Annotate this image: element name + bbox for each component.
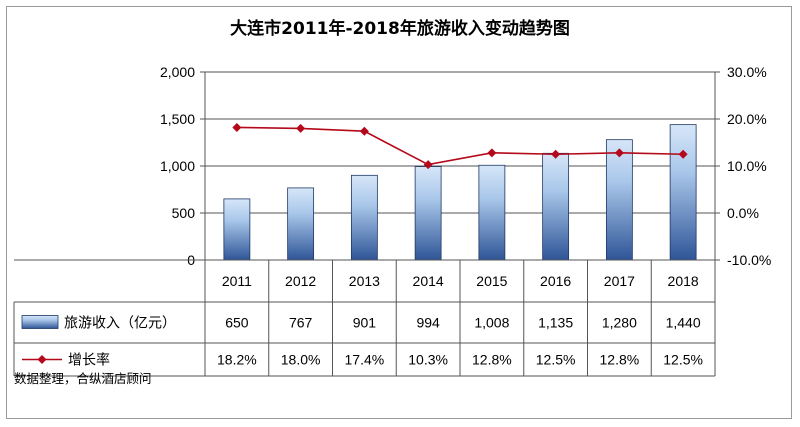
growth-point-2011 [232,122,242,132]
growth-value-2014: 10.3% [408,352,448,368]
gridlines [205,71,715,261]
category-label-2016: 2016 [540,273,571,289]
line-series [232,122,688,170]
revenue-value-2016: 1,135 [538,315,573,331]
revenue-value-2017: 1,280 [602,315,637,331]
growth-value-2017: 12.8% [600,352,640,368]
left-tick-label-2: 1,000 [160,158,195,174]
growth-value-2012: 18.0% [281,352,321,368]
bar-2017 [605,139,633,261]
bar-2014 [414,166,442,261]
revenue-value-2012: 767 [289,315,313,331]
revenue-value-2014: 994 [416,315,440,331]
bar-2018 [669,124,697,261]
left-tick-label-3: 1,500 [160,111,195,127]
growth-value-2018: 12.5% [663,352,703,368]
growth-point-2014 [423,160,433,170]
left-tick-label-4: 2,000 [160,64,195,80]
category-label-2013: 2013 [349,273,380,289]
bar-2016 [542,152,570,261]
growth-point-2012 [296,123,306,133]
bar-2013 [350,174,378,261]
growth-value-2011: 18.2% [217,352,257,368]
legend-key-growth-marker [37,355,47,364]
left-tick-label-1: 500 [172,205,196,221]
right-tick-label-1: 0.0% [727,205,759,221]
category-label-2014: 2014 [413,273,444,289]
revenue-value-2018: 1,440 [666,315,701,331]
category-label-2018: 2018 [668,273,699,289]
legend-label-revenue: 旅游收入（亿元） [64,316,176,332]
growth-value-2016: 12.5% [536,352,576,368]
category-label-2011: 2011 [222,273,252,289]
bar-2011 [223,198,251,261]
bar-series [223,124,697,261]
category-label-2015: 2015 [476,273,507,289]
right-tick-label-3: 20.0% [727,111,767,127]
revenue-value-2013: 901 [353,315,377,331]
revenue-value-2015: 1,008 [474,315,509,331]
growth-point-2015 [487,148,497,158]
legend-key-revenue [21,315,59,329]
growth-value-2013: 17.4% [345,352,385,368]
revenue-value-2011: 650 [225,315,249,331]
growth-rate-line [236,126,684,166]
right-tick-label-0: -10.0% [727,252,771,268]
right-axis: -10.0% 0.0% 10.0% 20.0% 30.0% [714,64,771,268]
growth-point-2013 [359,126,369,136]
bar-2012 [287,187,315,261]
growth-point-2018 [678,149,688,159]
growth-value-2015: 12.8% [472,352,512,368]
right-tick-label-2: 10.0% [727,158,767,174]
growth-point-2016 [551,149,561,159]
category-label-2012: 2012 [285,273,316,289]
chart-title: 大连市2011年-2018年旅游收入变动趋势图 [230,18,570,39]
bar-2015 [478,164,506,261]
data-table: 2011 2012 2013 2014 2015 2016 2017 2018 650 767 90… [13,259,716,377]
right-tick-label-4: 30.0% [727,64,767,80]
legend-label-growth: 增长率 [68,352,110,369]
growth-point-2017 [614,148,624,158]
category-label-2017: 2017 [604,273,635,289]
source-note: 数据整理，合纵酒店顾问 [14,371,152,386]
